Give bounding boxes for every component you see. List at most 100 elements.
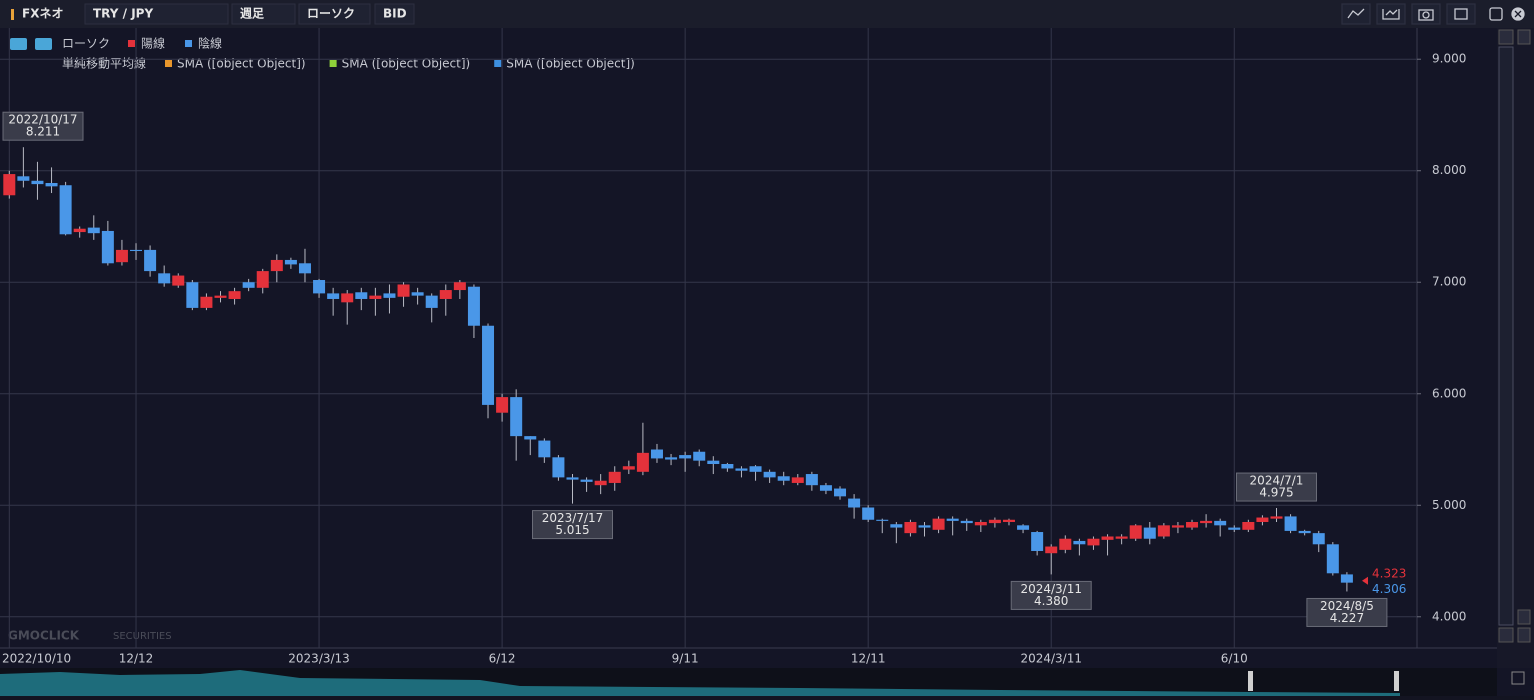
- y-tick-label: 5.000: [1432, 498, 1466, 512]
- legend-swatch: [185, 40, 192, 47]
- annotation-box: [532, 510, 613, 540]
- zoom-handle[interactable]: [1517, 609, 1531, 625]
- candle-body: [115, 249, 128, 263]
- price-tag: 4.323: [1372, 566, 1406, 580]
- candle-body: [608, 471, 621, 483]
- candle-body: [158, 273, 171, 284]
- period[interactable]: 週足: [240, 6, 264, 21]
- legend-swatch: [128, 40, 135, 47]
- app-marker: [11, 9, 14, 20]
- scroll-up[interactable]: [1498, 29, 1514, 45]
- candle-body: [45, 183, 58, 187]
- candle-body: [1045, 546, 1058, 554]
- candle-body: [805, 474, 818, 486]
- candle-body: [130, 249, 143, 252]
- candle-body: [242, 282, 255, 288]
- indicator-button[interactable]: [1376, 3, 1406, 25]
- screenshot-button[interactable]: [1411, 3, 1441, 25]
- candle-body: [1340, 574, 1353, 583]
- candle-body: [496, 397, 509, 413]
- navigator-handle-left[interactable]: [1248, 671, 1253, 691]
- navigator-reset[interactable]: [1511, 671, 1525, 685]
- candle-body: [622, 466, 635, 470]
- indicator-icon: [1382, 9, 1400, 20]
- candle-body: [228, 291, 241, 299]
- price-marker: [1362, 576, 1368, 585]
- y-tick-label: 7.000: [1432, 275, 1466, 289]
- candle-body: [679, 455, 692, 459]
- x-tick-label: 2023/3/13: [288, 652, 350, 666]
- candle-body: [313, 280, 326, 294]
- candle-body: [552, 457, 565, 478]
- price-type-select[interactable]: [374, 3, 415, 25]
- candle-body: [918, 525, 931, 528]
- chart-kind[interactable]: ローソク: [307, 7, 355, 21]
- candle-body: [186, 282, 199, 308]
- candle-body: [1298, 530, 1311, 534]
- annotation-date: 2024/7/1: [1250, 474, 1304, 488]
- grid: [0, 28, 1417, 648]
- camera-lens: [1422, 11, 1430, 19]
- candle-body: [172, 275, 185, 286]
- layout-button[interactable]: [1446, 3, 1476, 25]
- annotation-box: [2, 111, 84, 141]
- x-tick-label: 12/12: [119, 652, 154, 666]
- candle-body: [1228, 527, 1241, 530]
- candle-body: [383, 293, 396, 298]
- candle-body: [580, 479, 593, 482]
- maximize-button[interactable]: [1489, 7, 1503, 21]
- candle-body: [566, 477, 579, 480]
- scroll-track[interactable]: [1498, 46, 1514, 626]
- candle-body: [200, 296, 213, 308]
- chart-kind-select[interactable]: [298, 3, 371, 25]
- candle-body: [510, 397, 523, 437]
- candle-body: [636, 452, 649, 472]
- annotation-value: 5.015: [555, 523, 589, 537]
- zoom-out[interactable]: [1517, 627, 1531, 643]
- navigator-handle-right[interactable]: [1394, 671, 1399, 691]
- pair[interactable]: TRY / JPY: [93, 7, 153, 21]
- pair-select[interactable]: [84, 3, 229, 25]
- candle-body: [749, 466, 762, 472]
- scroll-down[interactable]: [1498, 627, 1514, 643]
- candle-body: [524, 436, 537, 440]
- candle-body: [298, 263, 311, 274]
- x-tick-label: 9/11: [672, 652, 699, 666]
- candle-body: [1171, 525, 1184, 528]
- candle-body: [284, 259, 297, 265]
- annotation-box: [1236, 472, 1317, 502]
- comment-icon[interactable]: [10, 38, 27, 50]
- x-tick-label: 2024/3/11: [1020, 652, 1082, 666]
- candle-body: [397, 284, 410, 297]
- expand-icon[interactable]: [35, 38, 52, 50]
- candle-body: [862, 507, 875, 520]
- y-tick-label: 9.000: [1432, 52, 1466, 66]
- candle-body: [1200, 520, 1213, 524]
- legend-label: SMA ([object Object]): [506, 57, 635, 71]
- candle-body: [848, 498, 861, 508]
- zoom-in[interactable]: [1517, 29, 1531, 45]
- candles: [3, 147, 1353, 592]
- annotation-box: [1306, 597, 1388, 627]
- legend-swatch: [165, 60, 172, 67]
- candle-body: [1017, 525, 1030, 530]
- candle-body: [341, 293, 354, 303]
- candle-body: [1270, 516, 1283, 519]
- annotation-date: 2023/7/17: [542, 511, 604, 525]
- camera-icon: [1418, 9, 1434, 21]
- watermark-sub: SECURITIES: [113, 631, 172, 642]
- candle-body: [1157, 525, 1170, 537]
- candle-body: [87, 227, 100, 234]
- candle-body: [1326, 544, 1339, 574]
- candle-body: [144, 249, 157, 272]
- candle-body: [214, 295, 227, 298]
- candle-body: [707, 460, 720, 465]
- candle-body: [1002, 519, 1015, 522]
- candle-body: [819, 485, 832, 491]
- annotation-value: 8.211: [26, 125, 60, 139]
- candle-body: [932, 518, 945, 530]
- period-select[interactable]: [231, 3, 296, 25]
- price-type[interactable]: BID: [383, 7, 407, 21]
- annotation-date: 2024/8/5: [1320, 599, 1374, 613]
- candle-body: [256, 271, 269, 288]
